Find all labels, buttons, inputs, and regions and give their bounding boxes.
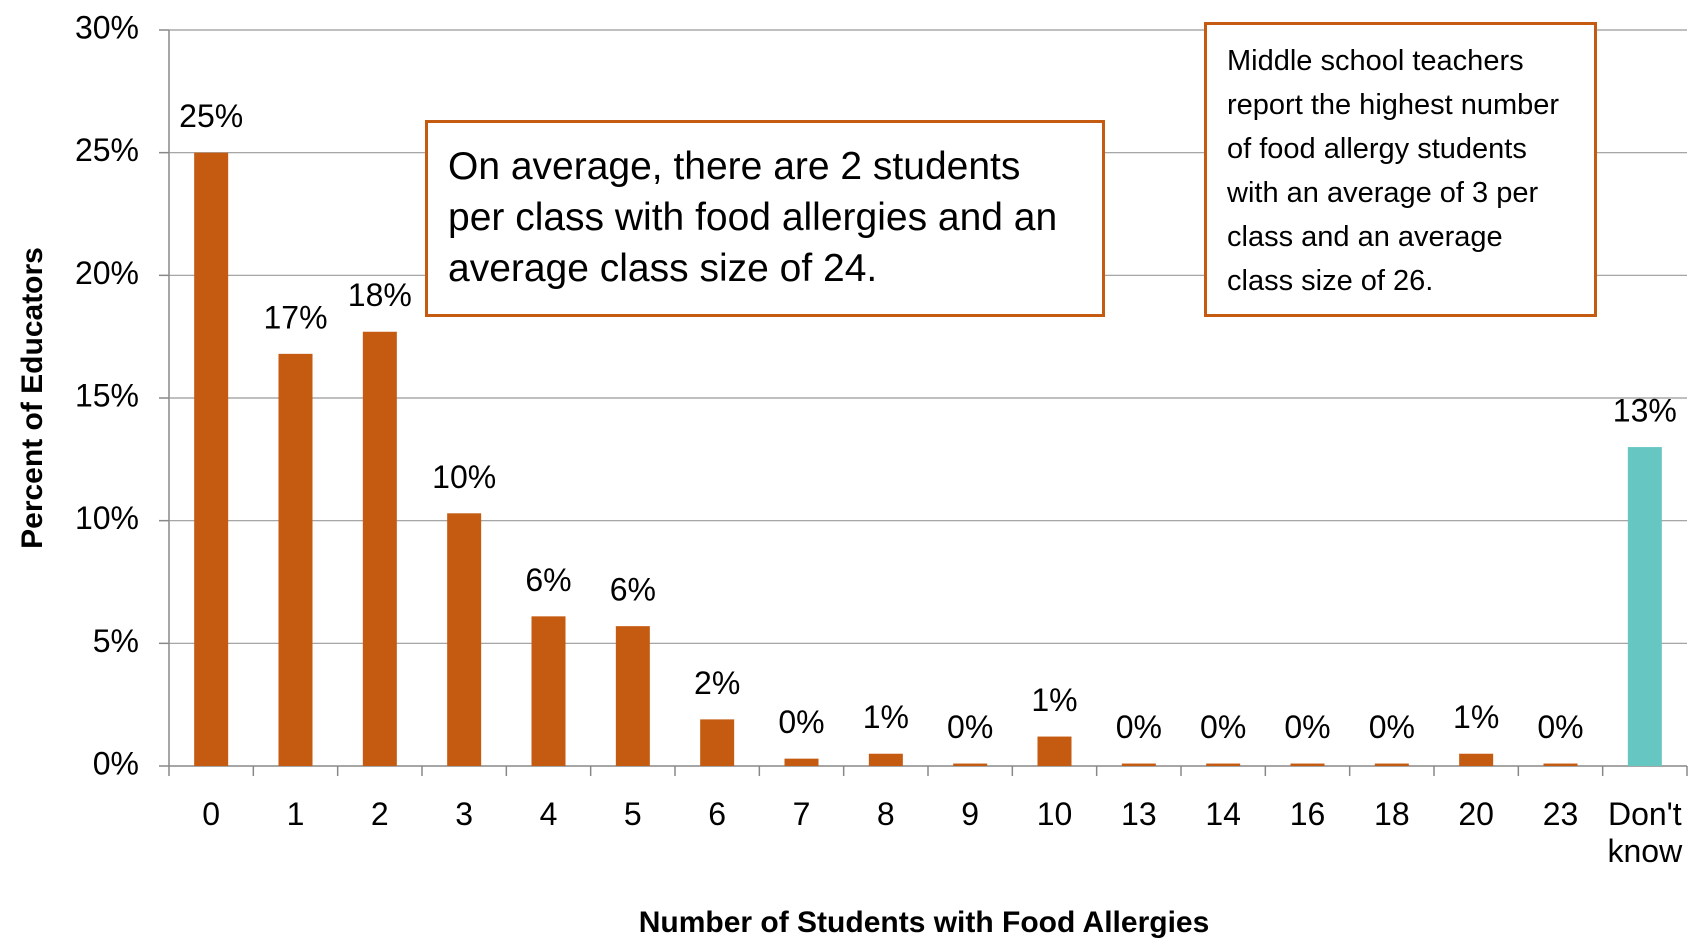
data-label: 6% — [525, 562, 571, 598]
x-tick-label: 6 — [708, 796, 727, 832]
data-label: 17% — [263, 299, 327, 335]
bar — [868, 753, 903, 766]
x-tick-label: 13 — [1121, 796, 1157, 832]
bar — [784, 758, 819, 766]
x-tick-label: 1 — [286, 796, 305, 832]
x-axis-label: Number of Students with Food Allergies — [639, 906, 1210, 939]
x-tick-label: 10 — [1036, 796, 1073, 832]
bar — [362, 331, 397, 766]
data-label: 6% — [610, 572, 656, 608]
bar — [1627, 447, 1662, 766]
x-tick-label: 14 — [1205, 796, 1241, 832]
y-tick-label: 30% — [75, 9, 139, 45]
x-tick-label: 4 — [539, 796, 558, 832]
bar — [1037, 736, 1072, 766]
annotation: On average, there are 2 students per cla… — [425, 120, 1105, 317]
data-label: 10% — [432, 459, 496, 495]
x-tick-label: 8 — [876, 796, 895, 832]
data-label: 1% — [863, 699, 909, 735]
data-label: 0% — [1200, 709, 1246, 745]
data-label: 0% — [1284, 709, 1330, 745]
x-tick-label: 16 — [1289, 796, 1326, 832]
x-tick-label: Don't know — [1607, 796, 1683, 869]
y-tick-label: 0% — [93, 745, 139, 781]
bar — [278, 353, 313, 766]
x-tick-label: 0 — [202, 796, 221, 832]
annotation: Middle school teachers report the highes… — [1204, 22, 1597, 317]
y-tick-label: 10% — [75, 500, 139, 536]
bar — [615, 626, 650, 766]
y-axis-label: Percent of Educators — [16, 247, 49, 549]
x-tick-label: 2 — [370, 796, 389, 832]
x-tick-label: 3 — [455, 796, 474, 832]
data-label: 0% — [778, 704, 824, 740]
data-label: 0% — [1116, 709, 1162, 745]
bar — [1290, 763, 1325, 766]
x-tick-label: 23 — [1542, 796, 1579, 832]
bar — [447, 513, 482, 766]
data-label: 13% — [1613, 393, 1677, 429]
data-label: 0% — [1369, 709, 1415, 745]
y-tick-label: 5% — [93, 623, 139, 659]
x-tick-label: 18 — [1374, 796, 1410, 832]
bar — [1206, 763, 1241, 766]
y-tick-label: 25% — [75, 132, 139, 168]
bar — [700, 719, 735, 766]
data-label: 25% — [179, 98, 243, 134]
x-tick-label: 5 — [623, 796, 642, 832]
x-tick-label: 20 — [1458, 796, 1494, 832]
y-tick-label: 20% — [75, 255, 139, 291]
bar — [1543, 763, 1578, 766]
x-tick-label: 9 — [961, 796, 980, 832]
bar — [1121, 763, 1156, 766]
data-label: 2% — [694, 665, 740, 701]
data-label: 0% — [1537, 709, 1583, 745]
data-label: 18% — [348, 277, 412, 313]
x-tick-label: 7 — [792, 796, 811, 832]
bar — [953, 763, 988, 766]
y-tick-label: 15% — [75, 377, 139, 413]
bar — [1459, 753, 1494, 766]
bar — [531, 616, 566, 766]
bar — [1374, 763, 1409, 766]
data-label: 0% — [947, 709, 993, 745]
data-label: 1% — [1453, 699, 1499, 735]
bar — [194, 152, 229, 766]
data-label: 1% — [1031, 682, 1077, 718]
